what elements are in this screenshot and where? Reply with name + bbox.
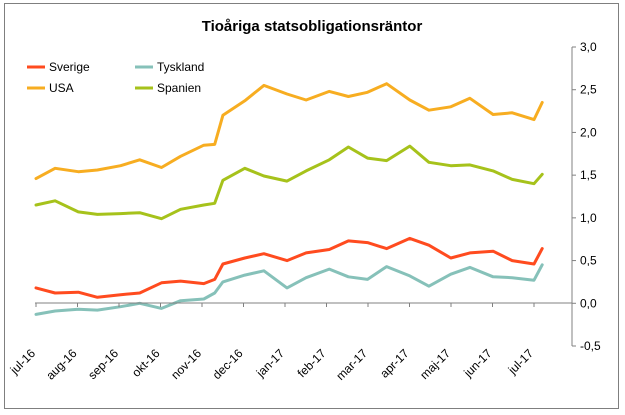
x-tick-label: feb-17 bbox=[295, 346, 329, 380]
x-tick-label: nov-16 bbox=[168, 346, 204, 382]
y-tick-label: 1,0 bbox=[580, 211, 597, 225]
x-tick-label: jul-17 bbox=[505, 346, 537, 378]
y-tick-label: 3,0 bbox=[580, 40, 597, 54]
legend: Sverige Tyskland USA Spanien bbox=[27, 60, 204, 95]
x-tick-label: dec-16 bbox=[210, 346, 246, 382]
x-ticks: jul-16 aug-16 sep-16 okt-16 nov-16 dec-16 jan-… bbox=[7, 303, 537, 383]
x-tick-label: okt-16 bbox=[129, 346, 163, 380]
x-tick-label: maj-17 bbox=[417, 346, 453, 382]
series-line-sverige bbox=[34, 236, 544, 299]
chart-title: Tioåriga statsobligationsräntor bbox=[202, 18, 423, 35]
x-tick-label: apr-17 bbox=[377, 346, 412, 381]
y-tick-label: 2,5 bbox=[580, 83, 597, 97]
y-tick-label: 0,5 bbox=[580, 254, 597, 268]
y-tick-label: -0,5 bbox=[580, 339, 601, 353]
legend-label-tyskland: Tyskland bbox=[157, 60, 204, 74]
y-tick-label: 1,5 bbox=[580, 168, 597, 182]
x-tick-label: jan-17 bbox=[253, 346, 287, 380]
x-tick-label: mar-17 bbox=[333, 346, 370, 383]
y-tick-label: 0,0 bbox=[580, 296, 597, 310]
series-line-spanien bbox=[34, 144, 544, 221]
series-line-usa bbox=[34, 82, 544, 181]
legend-label-usa: USA bbox=[49, 81, 74, 95]
legend-label-sverige: Sverige bbox=[49, 60, 90, 74]
y-tick-label: 2,0 bbox=[580, 125, 597, 139]
x-tick-label: jul-16 bbox=[7, 346, 39, 378]
x-tick-label: jun-17 bbox=[460, 346, 494, 380]
chart-frame bbox=[4, 3, 619, 409]
series-layer bbox=[34, 82, 544, 316]
x-tick-label: aug-16 bbox=[43, 346, 80, 383]
legend-label-spanien: Spanien bbox=[157, 81, 201, 95]
y-ticks: 3,0 2,5 2,0 1,5 1,0 0,5 0,0 -0,5 bbox=[572, 40, 601, 353]
series-line-tyskland bbox=[34, 263, 544, 316]
x-tick-label: sep-16 bbox=[85, 346, 121, 382]
